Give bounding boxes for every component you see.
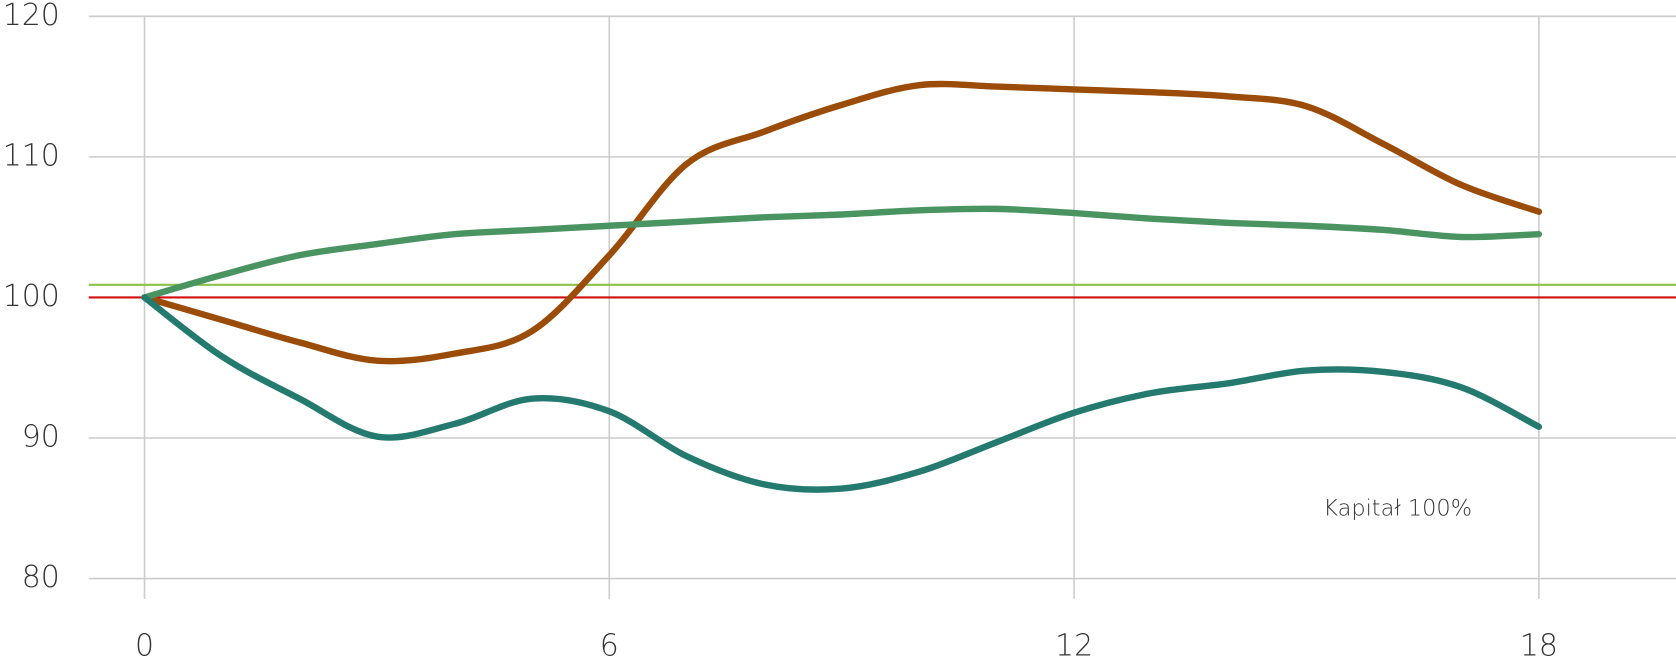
y-tick-label: 120	[3, 0, 60, 33]
x-tick-label: 18	[1520, 628, 1558, 659]
y-tick-label: 80	[22, 560, 60, 595]
y-tick-label: 110	[3, 138, 60, 173]
x-tick-label: 0	[135, 628, 154, 659]
x-tick-label: 6	[600, 628, 619, 659]
annotation: Kapitał 100%	[1323, 496, 1472, 522]
y-tick-label: 90	[22, 419, 60, 454]
y-tick-label: 100	[3, 279, 60, 314]
series-line	[141, 294, 1543, 493]
x-tick-label: 12	[1055, 628, 1093, 659]
series-line	[141, 80, 1543, 365]
series-line	[141, 205, 1543, 301]
